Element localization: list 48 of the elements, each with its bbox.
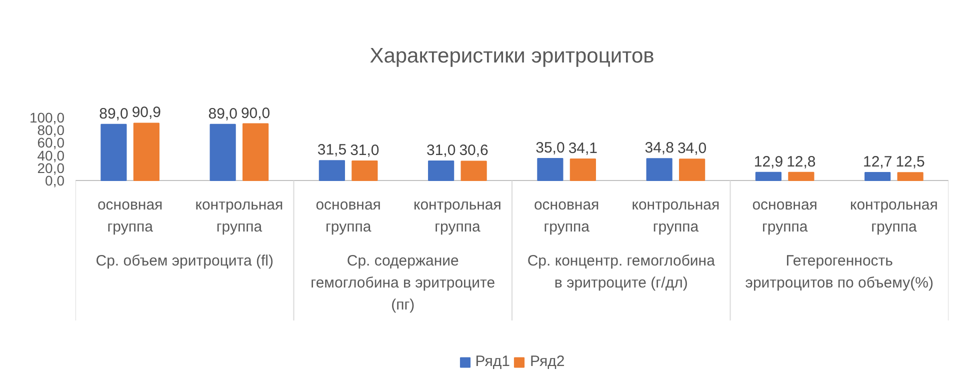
text: Ср. объем эритроцита (fl) bbox=[96, 252, 274, 270]
text: Гетерогенность эритроцитов по объему(%) bbox=[745, 252, 934, 292]
data-label: 34,0 bbox=[677, 140, 707, 158]
bar bbox=[242, 123, 269, 181]
data-label: 12,7 bbox=[862, 154, 892, 170]
data-label: 12,5 bbox=[896, 154, 925, 171]
bar bbox=[428, 160, 454, 181]
bar bbox=[537, 158, 564, 181]
data-label: 89,0 bbox=[208, 105, 238, 122]
x-tick-label: контрольная группа bbox=[850, 196, 938, 236]
x-tick-label: основная группа bbox=[534, 196, 600, 236]
bar bbox=[133, 122, 160, 181]
bar bbox=[646, 158, 672, 181]
x-tick-label: контрольная группа bbox=[632, 196, 720, 236]
data-label: 34,8 bbox=[644, 140, 674, 157]
chart-title: Характеристики эритроцитов bbox=[370, 44, 654, 68]
bar bbox=[897, 172, 924, 181]
bar bbox=[864, 172, 891, 181]
bar bbox=[788, 172, 814, 181]
bar bbox=[100, 124, 127, 181]
data-label: 34,1 bbox=[568, 140, 598, 158]
legend-label: Ряд2 bbox=[530, 353, 565, 370]
text: Ср. содержание гемоглобина в эритроците (пг) bbox=[310, 252, 496, 314]
data-label: 30,6 bbox=[459, 142, 488, 160]
data-label: 31,0 bbox=[350, 142, 380, 159]
data-label: 31,5 bbox=[317, 142, 347, 159]
data-label: 12,9 bbox=[754, 153, 784, 170]
data-label: 35,0 bbox=[536, 139, 565, 156]
bar bbox=[318, 160, 345, 181]
data-label: 31,0 bbox=[426, 142, 456, 159]
x-tick-label: основная группа bbox=[316, 196, 381, 236]
text: Ср. концентр. гемоглобина в эритроците (г/дл) bbox=[527, 252, 716, 292]
x-tick-label: основная группа bbox=[752, 196, 818, 236]
x-tick-label: контрольная группа bbox=[413, 196, 502, 236]
bar bbox=[352, 160, 378, 181]
bar bbox=[210, 124, 236, 181]
x-tick-label: контрольная группа bbox=[195, 196, 284, 236]
y-tick-label: 100,0 bbox=[29, 110, 65, 126]
data-label: 12,8 bbox=[786, 153, 816, 170]
data-label: 90,9 bbox=[132, 104, 162, 122]
bar bbox=[679, 158, 706, 181]
data-label: 89,0 bbox=[99, 105, 128, 122]
data-label: 90,0 bbox=[240, 104, 270, 122]
x-tick-label: основная группа bbox=[97, 196, 163, 236]
bar bbox=[570, 158, 596, 181]
legend-label: Ряд1 bbox=[475, 353, 510, 370]
bar bbox=[460, 160, 487, 181]
bar bbox=[755, 172, 782, 181]
